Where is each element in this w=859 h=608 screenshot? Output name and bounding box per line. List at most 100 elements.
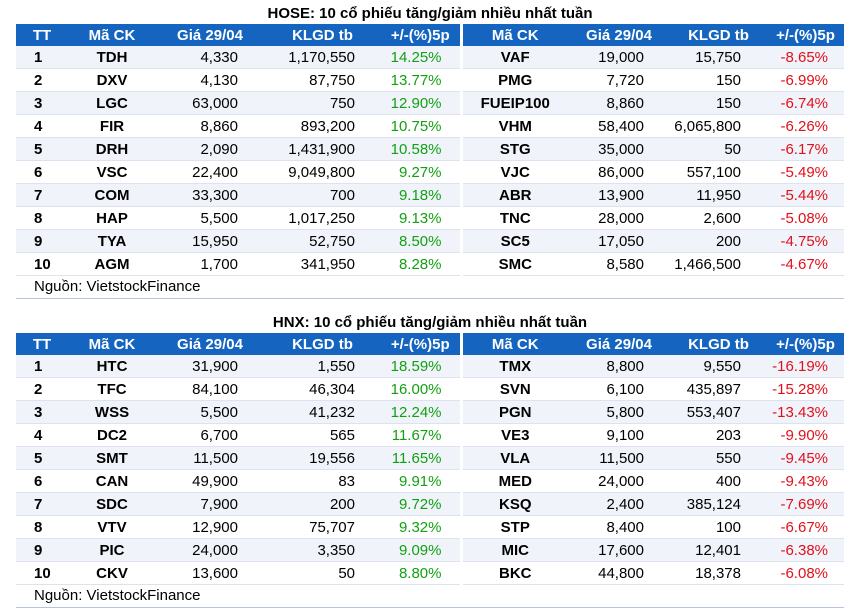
gainer-code: COM <box>68 183 156 207</box>
loser-volume: 553,407 <box>670 400 767 424</box>
loser-change: -5.49% <box>767 160 844 184</box>
table-row: 5 DRH 2,090 1,431,900 10.58% STG 35,000 50 -6.17… <box>16 137 844 161</box>
gainer-change: 9.32% <box>381 515 461 539</box>
loser-volume: 1,466,500 <box>670 252 767 276</box>
table-row: 8 HAP 5,500 1,017,250 9.13% TNC 28,000 2,600 -5.… <box>16 206 844 230</box>
gainer-volume: 341,950 <box>264 252 381 276</box>
loser-volume: 15,750 <box>670 46 767 69</box>
rank-cell: 8 <box>16 206 68 230</box>
loser-code: ABR <box>459 183 568 207</box>
loser-change: -4.75% <box>767 229 844 253</box>
gainer-price: 24,000 <box>156 538 264 562</box>
gainer-volume: 87,750 <box>264 68 381 92</box>
gainer-volume: 19,556 <box>264 446 381 470</box>
rank-cell: 6 <box>16 469 68 493</box>
gainer-code: CKV <box>68 561 156 585</box>
rank-cell: 7 <box>16 492 68 516</box>
loser-price: 35,000 <box>568 137 670 161</box>
gainer-price: 2,090 <box>156 137 264 161</box>
gainer-volume: 3,350 <box>264 538 381 562</box>
rank-cell: 5 <box>16 446 68 470</box>
column-header: TT <box>16 24 68 46</box>
gainer-change: 9.18% <box>381 183 461 207</box>
gainer-price: 15,950 <box>156 229 264 253</box>
gainer-price: 4,330 <box>156 46 264 69</box>
gainer-volume: 83 <box>264 469 381 493</box>
loser-change: -9.43% <box>767 469 844 493</box>
column-header: +/-(%)5p <box>767 24 844 46</box>
loser-price: 28,000 <box>568 206 670 230</box>
table-row: 3 WSS 5,500 41,232 12.24% PGN 5,800 553,407 -13.… <box>16 400 844 424</box>
column-header: Mã CK <box>459 24 568 46</box>
gainer-price: 5,500 <box>156 400 264 424</box>
loser-code: SC5 <box>459 229 568 253</box>
gainer-change: 9.91% <box>381 469 461 493</box>
gainer-volume: 893,200 <box>264 114 381 138</box>
gainer-code: HTC <box>68 355 156 378</box>
table-row: 10 CKV 13,600 50 8.80% BKC 44,800 18,378 -6.08% <box>16 561 844 585</box>
gainer-code: SMT <box>68 446 156 470</box>
gainer-change: 9.27% <box>381 160 461 184</box>
loser-code: STP <box>459 515 568 539</box>
gainer-price: 33,300 <box>156 183 264 207</box>
gainer-volume: 41,232 <box>264 400 381 424</box>
gainer-change: 11.67% <box>381 423 461 447</box>
loser-code: MIC <box>459 538 568 562</box>
loser-price: 8,860 <box>568 91 670 115</box>
loser-change: -6.26% <box>767 114 844 138</box>
gainer-volume: 1,170,550 <box>264 46 381 69</box>
gainer-change: 11.65% <box>381 446 461 470</box>
rank-cell: 1 <box>16 355 68 378</box>
gainer-volume: 1,017,250 <box>264 206 381 230</box>
loser-volume: 385,124 <box>670 492 767 516</box>
loser-change: -6.38% <box>767 538 844 562</box>
gainer-volume: 700 <box>264 183 381 207</box>
column-header: KLGD tb <box>264 24 381 46</box>
gainer-price: 31,900 <box>156 355 264 378</box>
hose-section: HOSE: 10 cổ phiếu tăng/giảm nhiều nhất t… <box>16 4 844 299</box>
gainer-change: 10.58% <box>381 137 461 161</box>
gainer-price: 13,600 <box>156 561 264 585</box>
stock-table: TT Mã CK Giá 29/04 KLGD tb +/-(%)5p Mã CK Giá … <box>16 24 844 276</box>
gainer-price: 11,500 <box>156 446 264 470</box>
loser-volume: 200 <box>670 229 767 253</box>
gainer-price: 4,130 <box>156 68 264 92</box>
gainer-code: LGC <box>68 91 156 115</box>
loser-volume: 150 <box>670 91 767 115</box>
source-note: Nguồn: VietstockFinance <box>16 276 844 299</box>
loser-price: 7,720 <box>568 68 670 92</box>
gainer-price: 12,900 <box>156 515 264 539</box>
column-header: +/-(%)5p <box>381 24 461 46</box>
gainer-volume: 1,431,900 <box>264 137 381 161</box>
gainer-volume: 750 <box>264 91 381 115</box>
gainer-code: VSC <box>68 160 156 184</box>
gainer-change: 9.72% <box>381 492 461 516</box>
loser-price: 2,400 <box>568 492 670 516</box>
gainer-change: 18.59% <box>381 355 461 378</box>
gainer-volume: 9,049,800 <box>264 160 381 184</box>
loser-change: -6.74% <box>767 91 844 115</box>
loser-price: 9,100 <box>568 423 670 447</box>
column-header: Giá 29/04 <box>156 24 264 46</box>
loser-code: PGN <box>459 400 568 424</box>
gainer-change: 16.00% <box>381 377 461 401</box>
rank-cell: 3 <box>16 91 68 115</box>
gainer-code: SDC <box>68 492 156 516</box>
rank-cell: 2 <box>16 68 68 92</box>
hnx-section: HNX: 10 cổ phiếu tăng/giảm nhiều nhất tu… <box>16 313 844 608</box>
rank-cell: 1 <box>16 46 68 69</box>
table-row: 3 LGC 63,000 750 12.90% FUEIP100 8,860 150 -6.74… <box>16 91 844 115</box>
gainer-volume: 75,707 <box>264 515 381 539</box>
loser-change: -5.44% <box>767 183 844 207</box>
loser-volume: 100 <box>670 515 767 539</box>
column-header: Mã CK <box>459 333 568 355</box>
loser-volume: 203 <box>670 423 767 447</box>
loser-price: 8,580 <box>568 252 670 276</box>
rank-cell: 4 <box>16 423 68 447</box>
loser-code: SVN <box>459 377 568 401</box>
loser-price: 17,050 <box>568 229 670 253</box>
loser-change: -9.90% <box>767 423 844 447</box>
gainer-price: 49,900 <box>156 469 264 493</box>
gainer-volume: 52,750 <box>264 229 381 253</box>
loser-code: VHM <box>459 114 568 138</box>
